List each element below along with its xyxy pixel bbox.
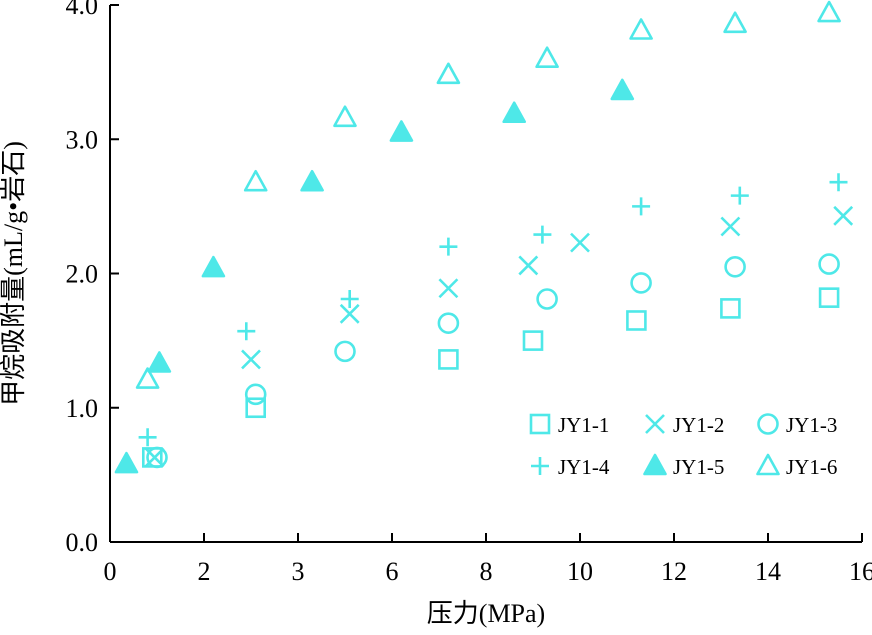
legend-marker bbox=[757, 413, 779, 435]
legend-item: JY1-4 bbox=[531, 455, 610, 479]
data-point bbox=[339, 303, 360, 324]
legend-marker bbox=[643, 453, 667, 476]
data-point bbox=[570, 232, 590, 253]
data-point bbox=[610, 78, 635, 101]
legend-marker bbox=[529, 413, 551, 435]
legend-item: JY1-1 bbox=[529, 413, 609, 437]
data-point bbox=[244, 383, 267, 406]
data-point bbox=[245, 397, 266, 419]
data-point bbox=[340, 290, 359, 309]
y-axis-title: 甲烷吸附量(mL/g•岩石) bbox=[0, 141, 28, 406]
data-point bbox=[438, 349, 459, 370]
data-point bbox=[138, 428, 157, 447]
data-point bbox=[730, 186, 749, 205]
data-point bbox=[720, 298, 741, 319]
x-tick-label: 12 bbox=[661, 557, 687, 586]
data-point bbox=[237, 322, 256, 341]
data-point bbox=[135, 367, 160, 389]
data-point bbox=[146, 446, 168, 469]
data-point bbox=[201, 255, 226, 278]
data-point bbox=[241, 349, 261, 370]
legend-marker bbox=[756, 453, 780, 476]
data-point bbox=[437, 312, 460, 334]
data-point bbox=[817, 0, 841, 23]
data-point bbox=[518, 255, 539, 276]
data-point bbox=[629, 18, 653, 40]
data-point bbox=[535, 46, 559, 68]
data-point bbox=[142, 447, 163, 468]
data-point bbox=[147, 351, 172, 373]
data-point bbox=[300, 169, 324, 192]
series-JY1-3 bbox=[146, 253, 840, 469]
data-point bbox=[439, 237, 458, 256]
x-tick-label: 6 bbox=[386, 557, 399, 586]
data-points bbox=[114, 0, 854, 474]
x-tick-label: 3 bbox=[292, 557, 305, 586]
data-point bbox=[630, 272, 652, 294]
legend-marker bbox=[531, 457, 549, 475]
data-point bbox=[723, 11, 747, 34]
x-axis-title: 压力(MPa) bbox=[427, 599, 545, 628]
data-point bbox=[536, 288, 558, 310]
x-axis: 0 2 3 6 8 10 12 14 16 bbox=[104, 533, 872, 586]
series-JY1-2 bbox=[144, 205, 854, 468]
data-point bbox=[436, 62, 461, 85]
data-point bbox=[334, 340, 356, 363]
x-tick-label: 14 bbox=[755, 557, 781, 586]
legend-label: JY1-6 bbox=[786, 455, 837, 479]
data-point bbox=[243, 169, 268, 192]
data-point bbox=[724, 255, 746, 278]
legend-item: JY1-5 bbox=[643, 453, 724, 479]
data-point bbox=[818, 287, 840, 308]
x-tick-label: 10 bbox=[567, 557, 593, 586]
data-point bbox=[502, 101, 527, 124]
data-point bbox=[632, 197, 651, 216]
data-point bbox=[626, 310, 647, 331]
legend: JY1-1 JY1-2 JY1-3 JY1-4 JY1-5 JY1-6 bbox=[529, 413, 837, 479]
x-tick-label: 8 bbox=[480, 557, 493, 586]
y-tick-label: 2.0 bbox=[66, 260, 99, 289]
data-point bbox=[389, 120, 414, 142]
y-tick-label: 1.0 bbox=[66, 394, 99, 423]
series-JY1-4 bbox=[138, 173, 848, 447]
data-point bbox=[818, 253, 840, 275]
x-tick-label: 16 bbox=[849, 557, 872, 586]
data-point bbox=[438, 278, 459, 299]
data-point bbox=[833, 205, 854, 226]
legend-item: JY1-2 bbox=[645, 413, 724, 437]
data-point bbox=[522, 330, 544, 351]
y-axis: 0.0 1.0 2.0 3.0 4.0 bbox=[66, 0, 119, 557]
legend-label: JY1-4 bbox=[558, 455, 610, 479]
legend-label: JY1-3 bbox=[786, 413, 837, 437]
legend-label: JY1-2 bbox=[673, 413, 724, 437]
y-tick-label: 0.0 bbox=[66, 528, 99, 557]
legend-marker bbox=[645, 414, 665, 434]
data-point bbox=[114, 451, 139, 474]
legend-label: JY1-5 bbox=[673, 455, 724, 479]
data-point bbox=[829, 173, 848, 192]
y-tick-label: 4.0 bbox=[66, 0, 99, 20]
series-JY1-6 bbox=[135, 0, 841, 389]
legend-label: JY1-1 bbox=[558, 413, 609, 437]
x-tick-label: 0 bbox=[104, 557, 117, 586]
y-tick-label: 3.0 bbox=[66, 125, 99, 154]
data-point bbox=[333, 105, 357, 128]
x-tick-label: 2 bbox=[198, 557, 211, 586]
data-point bbox=[533, 225, 552, 244]
legend-item: JY1-6 bbox=[756, 453, 837, 479]
data-point bbox=[720, 216, 741, 237]
legend-item: JY1-3 bbox=[757, 413, 837, 437]
series-JY1-5 bbox=[114, 78, 635, 474]
series-JY1-1 bbox=[142, 287, 840, 468]
